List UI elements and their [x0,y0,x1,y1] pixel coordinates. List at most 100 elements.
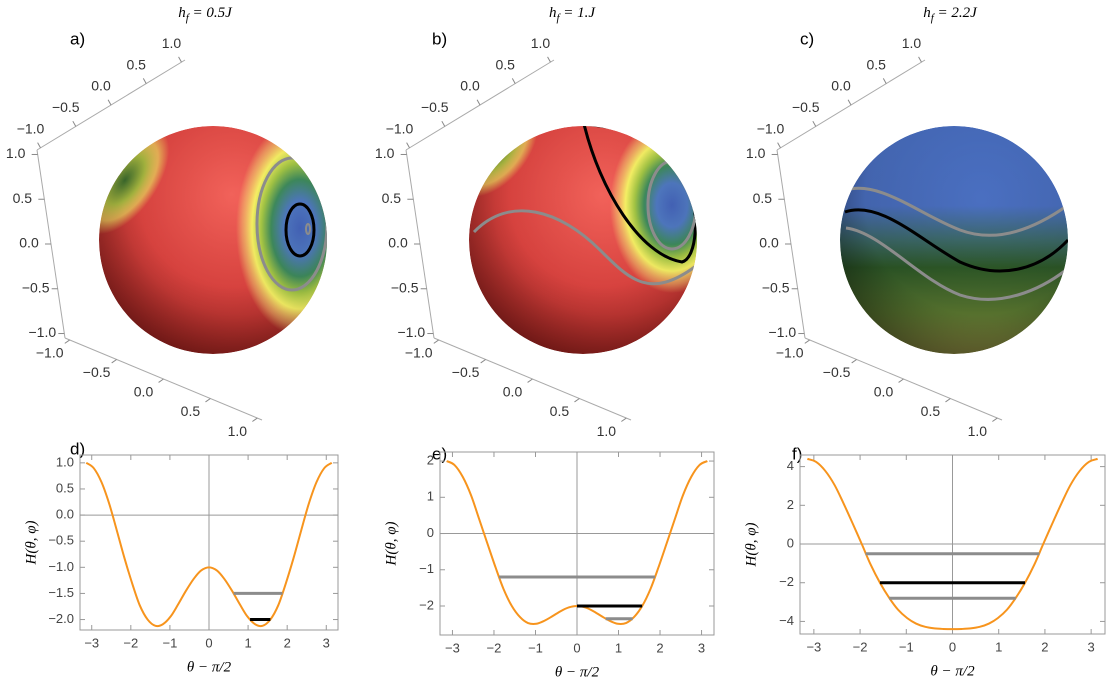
tick-mark [107,99,112,106]
x-axis-label: θ − π/2 [555,664,600,680]
y-tick-label: 0.5 [496,56,516,72]
y-axis-label: H(θ, φ) [743,523,759,568]
x-tick-label: 0 [573,640,580,655]
tick-mark [945,398,951,403]
tick-mark [847,99,852,106]
y-tick-label: −4 [779,613,794,628]
z-tick-label: 0.0 [19,235,39,251]
tick-mark [511,78,516,84]
sphere-a [99,126,327,354]
z-tick-label: 1.0 [6,145,26,161]
panel-title: hf = 0.5J [178,5,233,23]
tick-mark [142,78,147,84]
z-tick-label: 1.0 [375,145,395,161]
z-tick-label: −1.0 [398,324,426,340]
title-value: = 2.2J [934,5,978,21]
title-symbol: h [923,5,931,21]
title-value: = 1.J [560,5,597,21]
x-tick-label: 0.5 [181,403,201,419]
x-tick-label: −3 [84,635,99,650]
z-tick-label: −1.0 [29,324,57,340]
x-tick-label: 1 [615,640,622,655]
y-tick-label: 0.0 [460,78,480,94]
sphere-b [469,126,697,354]
sphere-c [840,126,1068,354]
x-tick-label: 1.0 [968,423,988,439]
tick-mark [574,398,580,403]
y-tick-label: 0.0 [56,507,74,522]
z-tick-label: 0.5 [382,190,402,206]
y-tick-label: −1.5 [48,585,74,600]
z-tick-label: −1.0 [769,324,797,340]
y-tick-label: 2 [427,452,434,467]
tick-mark [621,417,627,422]
panel-label: a) [70,29,85,48]
x-tick-label: 3 [1088,639,1095,654]
y-axis-label: H(θ, φ) [23,521,39,566]
x-tick-label: −2 [853,639,868,654]
x-tick-label: 0 [949,639,956,654]
x-tick-label: 0.0 [503,384,523,400]
y-tick-label: −0.5 [48,533,74,548]
x-tick-label: 2 [1041,639,1048,654]
x-tick-label: −0.5 [452,364,480,380]
y-tick-label: −0.5 [421,99,449,115]
tick-mark [158,378,164,383]
y-tick-label: −1.0 [757,121,785,137]
y-tick-label: 1.0 [162,35,182,51]
title-symbol: h [178,5,186,21]
tick-mark [777,142,781,149]
tick-mark [433,339,439,344]
x-tick-label: 3 [698,640,705,655]
y-tick-label: −1 [419,561,434,576]
panel-title: hf = 1.J [549,5,596,23]
z-tick-label: −0.5 [762,279,790,295]
panel-label: d) [70,439,85,458]
z-tick-label: 0.0 [759,235,779,251]
tick-mark [547,56,551,63]
y-tick-label: 4 [787,458,794,473]
tick-mark [476,99,481,106]
x-tick-label: −1 [528,640,543,655]
panel-label: c) [800,29,814,48]
x-tick-label: −1.0 [776,345,804,361]
y-tick-label: 0 [787,535,794,550]
title-subscript: f [931,12,936,24]
tick-mark [882,78,887,84]
x-tick-label: 2 [656,640,663,655]
y-tick-label: 0.5 [127,56,147,72]
x-tick-label: 2 [284,635,291,650]
y-tick-label: 0.5 [56,480,74,495]
z-tick-label: 0.5 [13,190,33,206]
y-tick-label: −2.0 [48,611,74,626]
y-tick-label: 0.5 [867,56,887,72]
y-tick-label: 1 [427,489,434,504]
tick-mark [406,142,410,149]
tick-mark [898,378,904,383]
y-tick-label: −1.0 [48,559,74,574]
x-axis-label: θ − π/2 [187,659,232,675]
x-tick-label: 0.0 [134,384,154,400]
y-tick-label: −2 [779,574,794,589]
y-tick-label: −1.0 [386,121,414,137]
x-tick-label: −3 [445,640,460,655]
x-tick-label: 0.5 [550,403,570,419]
x-tick-label: −2 [487,640,502,655]
y-tick-label: 1.0 [531,35,551,51]
y-axis-label: H(θ, φ) [383,522,399,567]
panel-title: hf = 2.2J [923,5,978,23]
x-tick-label: −1 [899,639,914,654]
tick-mark [252,417,258,422]
y-tick-label: −2 [419,597,434,612]
z-tick-label: 0.0 [388,235,408,251]
tick-mark [111,359,117,364]
tick-mark [37,142,41,149]
x-tick-label: 1 [244,635,251,650]
y-tick-label: −0.5 [792,99,820,115]
x-tick-label: −3 [806,639,821,654]
x-tick-label: 1.0 [228,423,248,439]
x-axis-label: θ − π/2 [930,663,975,679]
panel-label: b) [432,29,447,48]
z-tick-label: 1.0 [746,145,766,161]
y-tick-label: −1.0 [17,121,45,137]
